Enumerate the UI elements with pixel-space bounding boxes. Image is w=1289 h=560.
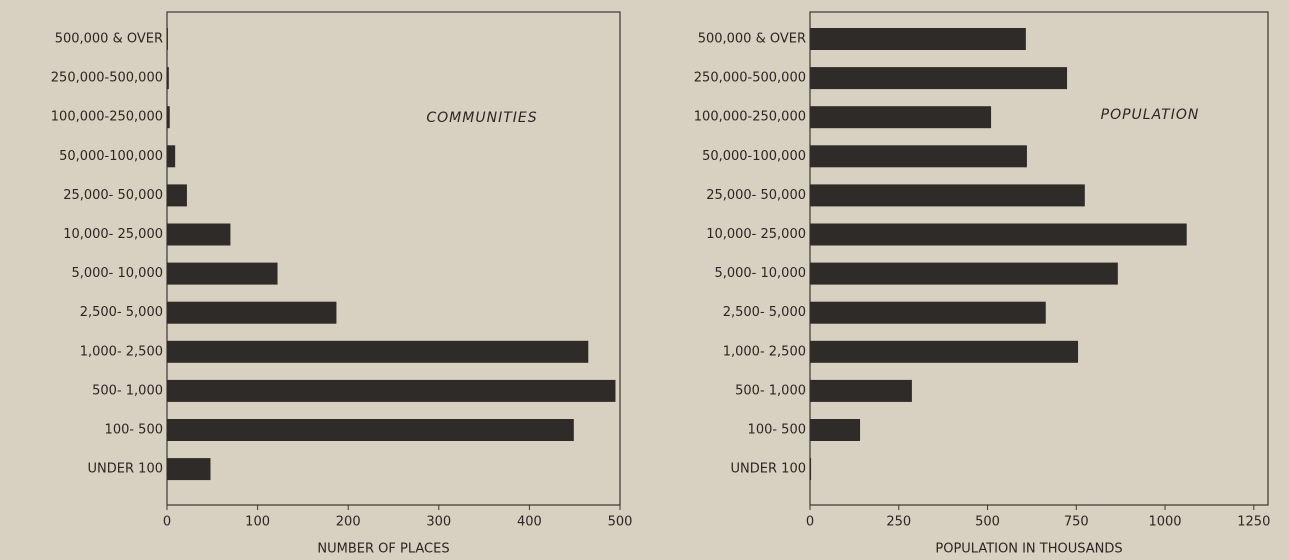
y-tick-label: 100- 500 [105,423,163,438]
y-tick-label: UNDER 100 [731,462,806,477]
bar [810,458,812,481]
bar [810,340,1079,363]
y-tick-label: 10,000- 25,000 [706,227,806,242]
plot-frame [166,11,621,506]
y-tick-label: 1,000- 2,500 [723,344,806,359]
y-tick-label: 25,000- 50,000 [706,188,806,203]
y-tick-label: 2,500- 5,000 [80,305,163,320]
x-tick-label: 750 [1064,515,1089,530]
chart-title: POPULATION [1101,107,1200,123]
bar [167,419,574,441]
y-tick-label: 500- 1,000 [92,383,163,398]
y-tick-label: 5,000- 10,000 [714,266,806,281]
x-tick-label: 250 [886,515,911,530]
bar [167,301,337,324]
bar [810,67,1068,90]
bar [167,340,589,363]
x-tick-label: 0 [806,515,814,530]
bar [167,458,211,481]
bar [810,145,1027,168]
y-tick-label: 2,500- 5,000 [723,305,806,320]
chart-title: COMMUNITIES [426,110,537,126]
bar [167,67,169,90]
bar [167,223,231,246]
y-tick-label: UNDER 100 [88,462,163,477]
bar [167,262,278,285]
bar [167,379,616,402]
y-tick-label: 25,000- 50,000 [63,188,163,203]
y-tick-label: 50,000-100,000 [59,149,163,164]
bar [167,106,170,129]
bar [810,301,1046,324]
y-tick-label: 100- 500 [748,423,806,438]
x-axis-label: POPULATION IN THOUSANDS [935,542,1122,557]
x-tick-label: 200 [336,515,361,530]
y-tick-label: 250,000-500,000 [51,71,163,86]
y-tick-label: 10,000- 25,000 [63,227,163,242]
x-tick-label: 300 [426,515,451,530]
bar [810,28,1026,50]
x-tick-label: 0 [163,515,171,530]
x-tick-label: 1000 [1148,515,1181,530]
y-tick-label: 5,000- 10,000 [71,266,163,281]
y-tick-label: 100,000-250,000 [694,110,806,125]
bar [167,28,168,50]
plot-frame [809,11,1269,506]
bar [810,184,1085,207]
x-axis-label: NUMBER OF PLACES [317,542,449,557]
bar [167,184,187,207]
y-tick-label: 500,000 & OVER [698,32,806,47]
x-tick-label: 100 [245,515,270,530]
bar [810,262,1118,285]
bar [810,223,1187,246]
y-tick-label: 500,000 & OVER [55,32,163,47]
x-tick-label: 500 [608,515,633,530]
y-tick-label: 100,000-250,000 [51,110,163,125]
y-tick-label: 500- 1,000 [735,383,806,398]
bar [810,419,861,441]
bar [810,379,912,402]
y-tick-label: 250,000-500,000 [694,71,806,86]
x-tick-label: 500 [975,515,1000,530]
x-tick-label: 1250 [1237,515,1270,530]
bar [167,145,176,168]
y-tick-label: 50,000-100,000 [702,149,806,164]
x-tick-label: 400 [517,515,542,530]
y-tick-label: 1,000- 2,500 [80,344,163,359]
bar [810,106,992,129]
